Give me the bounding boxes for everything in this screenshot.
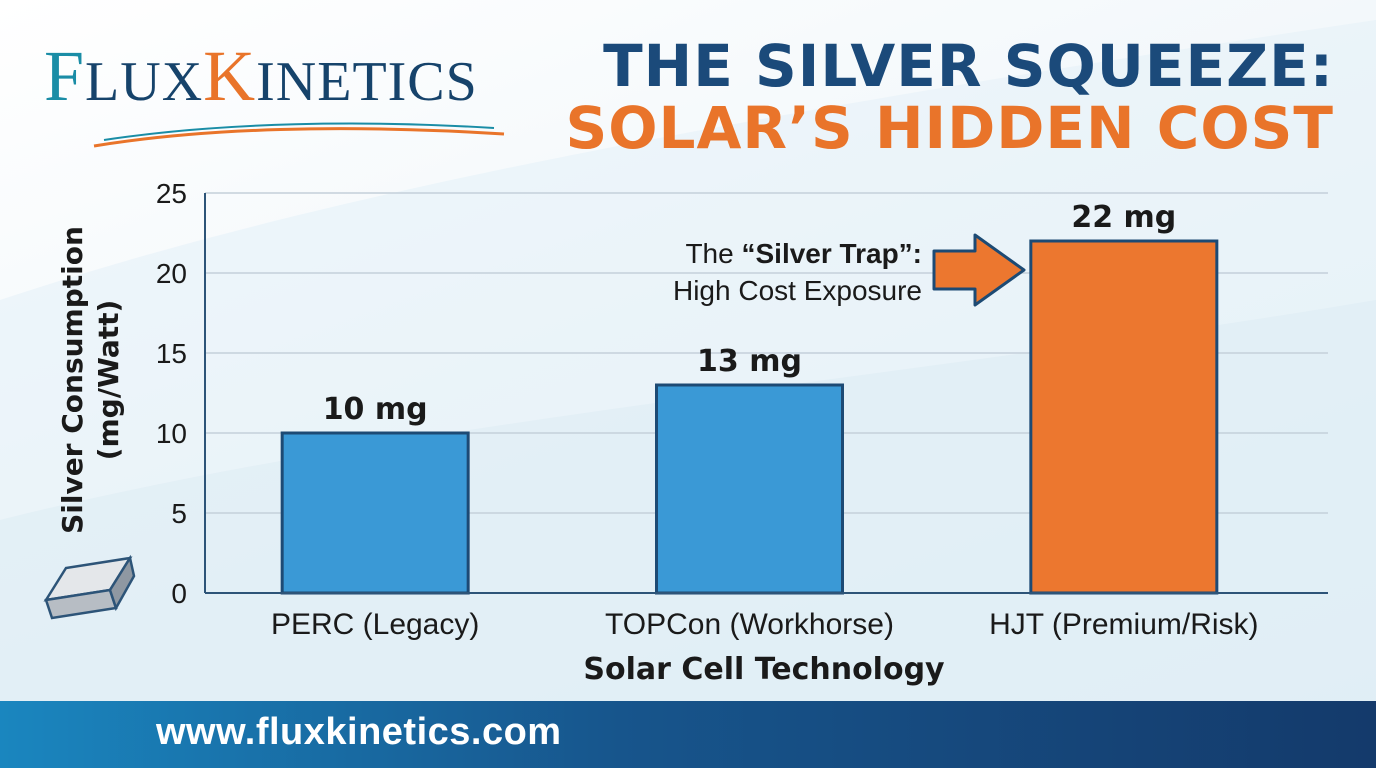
silver-bar-icon [43,554,136,620]
arrow-right-icon [932,233,1026,307]
x-axis-label: Solar Cell Technology [583,652,945,687]
annotation-line-1: The “Silver Trap”: [685,238,922,269]
y-tick-label: 10 [156,418,187,449]
flux-kinetics-logo: FLUXKINETICS [44,24,524,148]
bar-2 [1029,239,1219,595]
y-tick-label: 15 [156,338,187,369]
data-labels: 10 mg 13 mg 22 mg [323,200,1177,427]
logo-swoosh [93,122,505,148]
bar-1 [655,383,844,595]
footer-bar: www.fluxkinetics.com [0,701,1376,768]
annotation-line-2: High Cost Exposure [673,275,922,306]
y-axis-label-line2: (mg/Watt) [92,300,125,461]
y-tick-label: 25 [156,178,187,209]
x-tick-label: HJT (Premium/Risk) [989,608,1258,641]
x-tick-label: TOPCon (Workhorse) [605,608,894,641]
data-label: 10 mg [323,392,428,427]
annotation: The “Silver Trap”: High Cost Exposure [673,238,922,306]
title-line-2: SOLAR’S HIDDEN COST [565,94,1334,162]
y-tick-label: 5 [171,498,187,529]
y-tick-labels: 0 5 10 15 20 25 [156,178,187,609]
y-axis-label: Silver Consumption (mg/Watt) [56,226,125,534]
y-tick-label: 20 [156,258,187,289]
title-line-1: THE SILVER SQUEEZE: [603,32,1334,100]
bars [280,239,1219,595]
y-tick-label: 0 [171,578,187,609]
x-tick-label: PERC (Legacy) [271,608,479,641]
bar-0 [280,431,470,595]
data-label: 22 mg [1071,200,1176,235]
website-link[interactable]: www.fluxkinetics.com [156,711,562,753]
data-label: 13 mg [697,344,802,379]
y-axis-label-line1: Silver Consumption [56,226,89,534]
x-tick-labels: PERC (Legacy) TOPCon (Workhorse) HJT (Prem… [271,608,1259,641]
